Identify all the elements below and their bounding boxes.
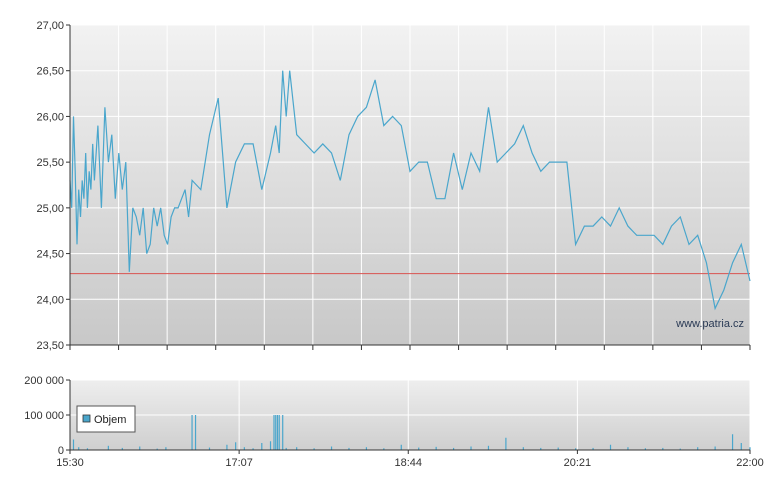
- volume-bar: [435, 446, 437, 450]
- volume-bar: [296, 447, 298, 450]
- price-y-tick-label: 25,00: [36, 203, 64, 215]
- volume-bar: [740, 443, 742, 450]
- volume-bar: [313, 448, 315, 450]
- volume-bar: [235, 442, 237, 450]
- volume-legend: Objem: [76, 405, 136, 433]
- volume-bar: [749, 447, 751, 450]
- x-tick-label: 15:30: [56, 457, 84, 469]
- volume-bar: [285, 447, 287, 450]
- volume-bar: [208, 447, 211, 450]
- volume-bar: [191, 415, 193, 450]
- volume-bar: [278, 415, 280, 450]
- volume-bar: [662, 447, 664, 450]
- x-tick-label: 20:21: [564, 457, 592, 469]
- volume-bar: [194, 415, 197, 450]
- volume-bars: [72, 415, 751, 450]
- volume-bar: [156, 448, 158, 450]
- price-y-axis: 23,50 24,00 24,50 25,00 25,50 26,00 26,50 27,00: [36, 20, 70, 352]
- x-tick-label: 22:00: [736, 457, 764, 469]
- volume-bar: [86, 448, 89, 450]
- volume-bar: [139, 446, 141, 450]
- volume-bar: [273, 415, 275, 450]
- volume-bar: [592, 447, 594, 450]
- volume-bar: [609, 444, 612, 450]
- volume-bar: [540, 447, 542, 450]
- price-y-tick-label: 27,00: [36, 20, 64, 32]
- volume-bar: [627, 447, 629, 450]
- volume-y-tick-label: 200 000: [24, 375, 64, 387]
- volume-bar: [330, 446, 333, 450]
- price-series-line: [69, 70, 751, 311]
- volume-bar: [522, 447, 524, 450]
- volume-bar: [505, 437, 507, 450]
- volume-panel: 0 100 000 200 000 15:30 17:07 18:44 20:21 22:0…: [24, 375, 764, 469]
- legend-swatch: [82, 414, 91, 423]
- volume-bar: [470, 446, 472, 450]
- volume-bar: [487, 445, 490, 450]
- volume-bar: [275, 415, 277, 450]
- volume-bar: [261, 443, 263, 450]
- price-y-tick-label: 25,50: [36, 157, 64, 169]
- volume-bar: [697, 447, 699, 450]
- price-y-tick-label: 24,50: [36, 249, 64, 261]
- volume-bar: [714, 446, 716, 450]
- volume-bar: [400, 444, 402, 450]
- watermark-text: www.patria.cz: [675, 318, 744, 330]
- volume-y-axis: 0 100 000 200 000: [24, 375, 70, 457]
- volume-bar: [226, 444, 228, 450]
- price-x-ticks: [69, 345, 751, 350]
- volume-bar: [78, 447, 80, 450]
- volume-bar: [452, 447, 455, 450]
- volume-bar: [165, 447, 167, 450]
- volume-bar: [252, 448, 254, 450]
- volume-bar: [731, 434, 734, 450]
- volume-bar: [282, 415, 284, 450]
- volume-bar: [383, 448, 385, 450]
- volume-bar: [418, 447, 420, 450]
- volume-bar: [644, 448, 646, 450]
- x-axis-time-labels: 15:30 17:07 18:44 20:21 22:00: [56, 450, 764, 469]
- x-tick-label: 18:44: [394, 457, 422, 469]
- volume-y-tick-label: 100 000: [24, 410, 64, 422]
- price-y-tick-label: 24,00: [36, 294, 64, 306]
- volume-y-tick-label: 0: [58, 445, 64, 457]
- price-panel: 23,50 24,00 24,50 25,00 25,50 26,00 26,50 27,00…: [36, 20, 751, 352]
- volume-bar: [557, 447, 559, 450]
- volume-bar: [107, 445, 109, 450]
- volume-bar: [243, 447, 245, 450]
- volume-bar: [575, 448, 577, 450]
- volume-bar: [72, 439, 75, 450]
- volume-bar: [348, 447, 350, 450]
- legend-label-objem: Objem: [94, 414, 126, 426]
- volume-bar: [269, 441, 272, 450]
- volume-bar: [679, 448, 681, 450]
- volume-bar: [365, 447, 368, 450]
- volume-bar: [276, 415, 279, 450]
- price-y-tick-label: 23,50: [36, 340, 64, 352]
- volume-bar: [121, 447, 123, 450]
- price-y-tick-label: 26,00: [36, 111, 64, 123]
- price-y-tick-label: 26,50: [36, 66, 64, 78]
- x-tick-label: 17:07: [225, 457, 253, 469]
